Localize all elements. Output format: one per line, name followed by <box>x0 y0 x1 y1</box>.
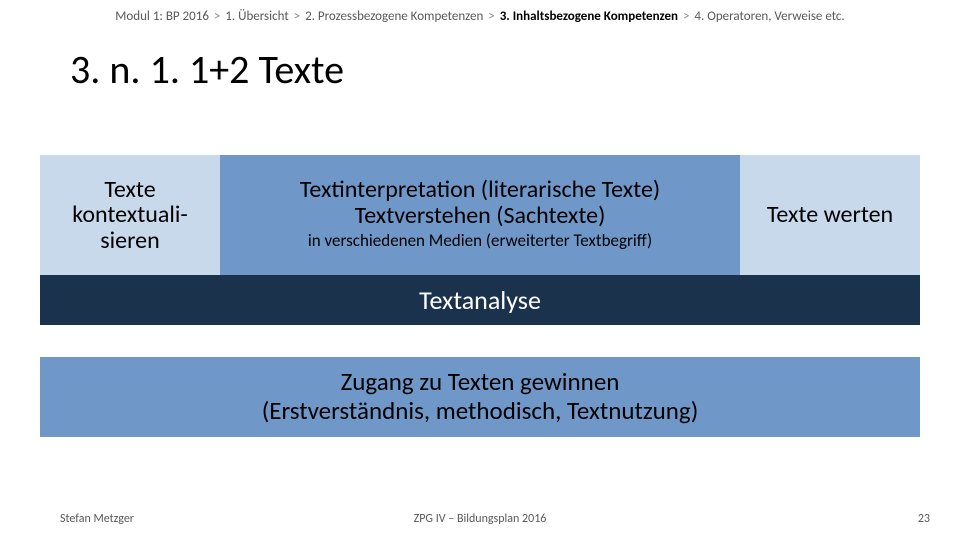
box-interpretation: Textinterpretation (literarische Texte) … <box>220 155 740 275</box>
access-line2: (Erstverständnis, methodisch, Textnutzun… <box>40 397 920 426</box>
breadcrumb-item: Modul 1: BP 2016 <box>115 9 209 24</box>
box-left-label: Textekontextuali-sieren <box>72 177 187 253</box>
center-line1: Textinterpretation (literarische Texte) <box>230 177 730 203</box>
breadcrumb-item-active: 3. Inhaltsbezogene Kompetenzen <box>500 9 678 24</box>
breadcrumb-separator: > <box>488 9 494 24</box>
footer-title: ZPG IV – Bildungsplan 2016 <box>0 512 960 526</box>
access-line1: Zugang zu Texten gewinnen <box>40 368 920 397</box>
box-right-label: Texte werten <box>767 202 893 227</box>
diagram: Textekontextuali-sieren Textinterpretati… <box>40 155 920 437</box>
breadcrumb: Modul 1: BP 2016 > 1. Übersicht > 2. Pro… <box>0 9 960 24</box>
breadcrumb-item: 1. Übersicht <box>225 9 288 24</box>
breadcrumb-separator: > <box>294 9 300 24</box>
slide-title: 3. n. 1. 1+2 Texte <box>70 45 344 94</box>
breadcrumb-separator: > <box>214 9 220 24</box>
footer-page: 23 <box>918 512 930 526</box>
breadcrumb-item: 4. Operatoren, Verweise etc. <box>694 9 844 24</box>
diagram-gap <box>40 325 920 357</box>
box-textanalyse: Textanalyse <box>40 275 920 325</box>
box-werten: Texte werten <box>740 155 920 275</box>
diagram-top-row: Textekontextuali-sieren Textinterpretati… <box>40 155 920 275</box>
analyse-label: Textanalyse <box>419 284 541 316</box>
box-zugang: Zugang zu Texten gewinnen (Erstverständn… <box>40 357 920 437</box>
slide: Modul 1: BP 2016 > 1. Übersicht > 2. Pro… <box>0 0 960 540</box>
center-line3: in verschiedenen Medien (erweiterter Tex… <box>230 229 730 253</box>
center-line2: Textverstehen (Sachtexte) <box>230 203 730 229</box>
breadcrumb-separator: > <box>683 9 689 24</box>
box-kontextualisieren: Textekontextuali-sieren <box>40 155 220 275</box>
breadcrumb-item: 2. Prozessbezogene Kompetenzen <box>305 9 483 24</box>
